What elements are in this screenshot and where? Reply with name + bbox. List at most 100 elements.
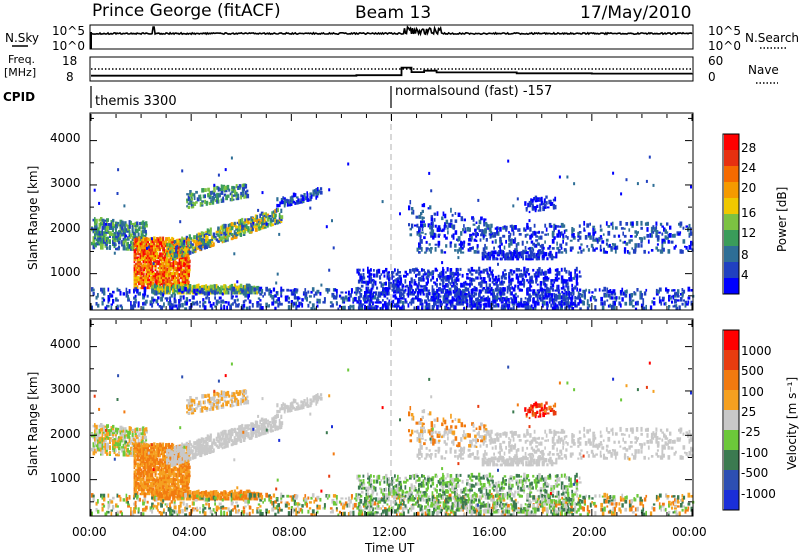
power-echo-cell [448,278,450,284]
power-echo-cell [181,277,184,280]
power-echo-cell [496,295,499,300]
velocity-echo-cell [104,425,107,428]
power-echo-cell [310,194,313,199]
power-echo-cell [131,225,134,231]
power-echo-cell [133,236,136,239]
power-echo-cell [428,302,431,306]
power-echo-cell [461,251,465,254]
power-echo-cell [160,290,163,293]
power-echo-cell [515,243,518,248]
power-echo-cell [357,306,360,310]
velocity-echo-cell [104,431,108,434]
power-echo-cell [350,290,353,294]
power-echo-cell [451,302,454,306]
power-echo-cell [454,280,457,284]
power-echo-cell [244,284,248,289]
power-echo-cell [424,271,426,274]
power-echo-cell [683,289,686,294]
power-echo-cell [150,259,153,264]
power-echo-cell [295,196,299,199]
power-echo-cell [166,257,169,262]
velocity-echo-cell [100,436,103,440]
power-echo-cell [335,301,338,306]
power-echo-cell [470,280,473,284]
power-echo-cell [592,295,596,300]
power-echo-cell [182,237,185,241]
power-echo-cell [542,202,545,206]
power-echo-cell [442,289,445,294]
power-echo-cell [209,227,212,232]
power-echo-cell [116,304,119,308]
power-echo-cell [382,291,385,296]
power-echo-cell [145,279,148,282]
power-echo-cell [511,299,514,304]
velocity-echo-cell [154,479,158,484]
power-echo-cell [487,290,490,294]
power-echo-cell [455,286,458,290]
power-echo-cell [187,205,190,209]
power-echo-cell [507,307,510,310]
velocity-echo-cell [94,426,97,430]
power-echo-cell [173,287,176,291]
power-echo-cell [232,198,235,201]
power-echo-cell [377,268,381,274]
power-echo-cell [511,238,513,242]
power-echo-cell [239,224,242,228]
power-echo-cell [310,290,313,294]
power-echo-cell [380,273,383,276]
power-echo-cell [187,202,190,206]
power-echo-cell [524,234,527,238]
power-echo-cell [212,289,216,294]
power-echo-cell [685,246,688,250]
power-echo-cell [252,221,255,225]
power-echo-cell [431,288,434,292]
power-echo-cell [216,196,219,200]
power-echo-cell [134,232,137,238]
power-echo-cell [589,222,591,226]
power-echo-cell [380,284,383,288]
power-echo-cell [551,247,555,250]
power-echo-cell [589,296,592,302]
power-echo-cell [500,275,503,280]
power-echo-cell [413,279,416,282]
power-echo-cell [392,294,396,298]
power-echo-cell [162,261,165,266]
velocity-echo-cell [113,440,116,445]
velocity-echo-cell [150,487,153,490]
power-echo-cell [256,223,259,228]
power-echo-cell [131,222,135,225]
power-echo-cell [203,305,207,310]
power-echo-cell [655,234,658,238]
velocity-echo-cell [142,442,146,448]
power-echo-cell [511,224,513,228]
power-echo-cell [127,228,130,233]
power-echo-cell [430,247,433,250]
power-echo-cell [517,251,520,255]
power-echo-cell [151,275,154,280]
velocity-panel: Slant Range [km] 4000 3000 2000 1000 [26,318,695,517]
power-echo-cell [573,276,576,280]
power-echo-cell [127,248,130,251]
power-echo-cell [508,276,511,280]
power-echo-cell [241,287,245,291]
power-echo-cell [681,302,684,306]
power-echo-cell [138,236,141,242]
power-echo-cell [139,276,143,280]
power-echo-cell [437,273,441,278]
power-echo-cell [283,203,286,208]
velocity-echo-cell [147,448,150,452]
power-echo-cell [578,235,582,240]
power-echo-cell [539,203,542,206]
power-echo-cell [526,240,529,244]
power-echo-cell [187,264,191,268]
power-echo-cell [566,236,569,240]
power-echo-cell [199,304,201,308]
power-echo-cell [526,222,529,228]
power-echo-cell [607,290,611,294]
power-echo-cell [457,275,459,278]
power-echo-cell [169,250,172,254]
velocity-echo-cell [118,430,121,433]
power-echo-cell [485,297,489,302]
velocity-echo-cell [131,430,134,433]
velocity-echo-cell [118,436,121,439]
